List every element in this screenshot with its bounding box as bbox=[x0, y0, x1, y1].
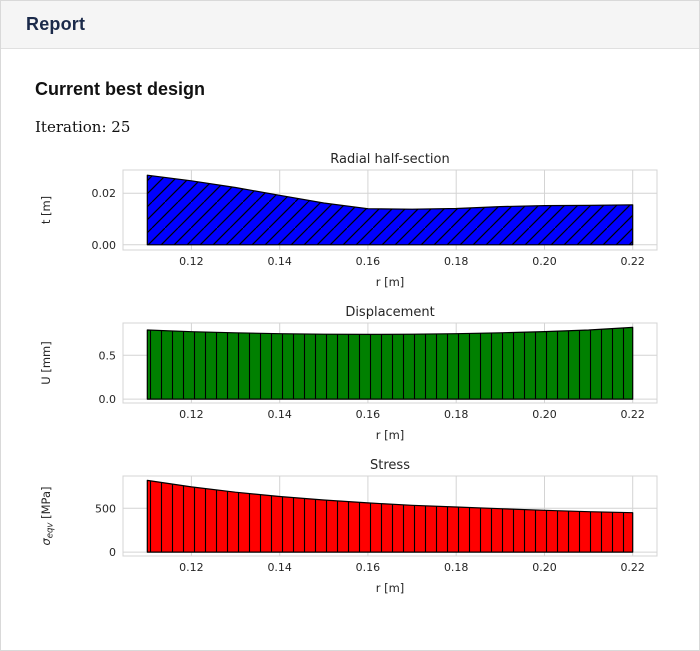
svg-text:0.18: 0.18 bbox=[444, 561, 469, 574]
svg-text:0.14: 0.14 bbox=[267, 408, 292, 421]
svg-text:0.12: 0.12 bbox=[179, 255, 204, 268]
svg-text:U [mm]: U [mm] bbox=[39, 341, 53, 384]
svg-text:0.22: 0.22 bbox=[620, 408, 645, 421]
svg-text:0.20: 0.20 bbox=[532, 255, 557, 268]
report-header: Report bbox=[1, 1, 699, 49]
chart-stress: 0.12 0.14 0.16 0.18 0.20 0.22 0 500 Stress r [m] σ… bbox=[35, 456, 679, 606]
section-title: Current best design bbox=[35, 79, 206, 99]
svg-text:0.16: 0.16 bbox=[356, 255, 381, 268]
svg-text:0.18: 0.18 bbox=[444, 255, 469, 268]
svg-text:0.18: 0.18 bbox=[444, 408, 469, 421]
svg-text:σeqv [MPa]: σeqv [MPa] bbox=[39, 487, 56, 546]
svg-text:0.16: 0.16 bbox=[356, 408, 381, 421]
chart-svg-2: 0.12 0.14 0.16 0.18 0.20 0.22 0 500 Stress r [m] σ… bbox=[39, 458, 658, 595]
chart-svg-1: 0.12 0.14 0.16 0.18 0.20 0.22 0.0 0.5 Displaceme… bbox=[39, 305, 658, 442]
chart-displacement: 0.12 0.14 0.16 0.18 0.20 0.22 0.0 0.5 Displaceme… bbox=[35, 303, 679, 453]
svg-text:0.02: 0.02 bbox=[92, 187, 117, 200]
svg-text:0.0: 0.0 bbox=[99, 393, 117, 406]
svg-text:0.22: 0.22 bbox=[620, 255, 645, 268]
iteration-text: Iteration: 25 bbox=[35, 118, 131, 136]
chart-radial-half-section: 0.12 0.14 0.16 0.18 0.20 0.22 0.00 0.02 Radial h… bbox=[35, 150, 679, 300]
svg-text:0.20: 0.20 bbox=[532, 561, 557, 574]
svg-text:Stress: Stress bbox=[370, 458, 410, 473]
svg-text:0.12: 0.12 bbox=[179, 561, 204, 574]
chart-svg-0: 0.12 0.14 0.16 0.18 0.20 0.22 0.00 0.02 Radial h… bbox=[39, 152, 658, 289]
svg-text:Displacement: Displacement bbox=[345, 305, 434, 320]
svg-text:t [m]: t [m] bbox=[39, 196, 53, 224]
svg-text:r [m]: r [m] bbox=[376, 581, 405, 595]
svg-text:r [m]: r [m] bbox=[376, 428, 405, 442]
svg-text:500: 500 bbox=[95, 502, 116, 515]
svg-text:0.14: 0.14 bbox=[267, 255, 292, 268]
svg-text:0.5: 0.5 bbox=[99, 349, 117, 362]
svg-text:0.16: 0.16 bbox=[356, 561, 381, 574]
svg-text:0.12: 0.12 bbox=[179, 408, 204, 421]
svg-text:Radial half-section: Radial half-section bbox=[330, 152, 449, 167]
svg-text:0.14: 0.14 bbox=[267, 561, 292, 574]
svg-text:0.00: 0.00 bbox=[92, 239, 117, 252]
svg-text:0.20: 0.20 bbox=[532, 408, 557, 421]
report-title: Report bbox=[26, 14, 86, 34]
report-content: Current best design Iteration: 25 0.12 0.… bbox=[1, 49, 699, 619]
svg-text:r [m]: r [m] bbox=[376, 275, 405, 289]
svg-text:0: 0 bbox=[109, 546, 116, 559]
svg-text:0.22: 0.22 bbox=[620, 561, 645, 574]
